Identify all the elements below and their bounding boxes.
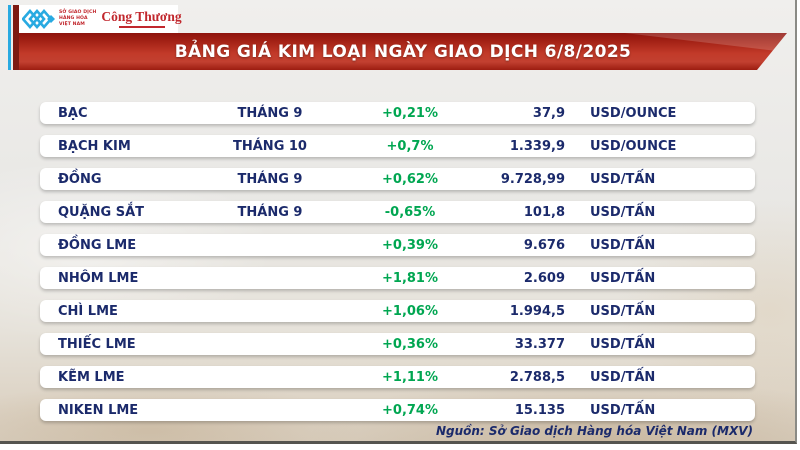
percent-change-cell: +0,62% (382, 171, 438, 187)
price-table: BẠC THÁNG 9 +0,21% 37,9 USD/OUNCE BẠCH K… (40, 102, 755, 432)
price-cell: 9.728,99 (500, 171, 565, 187)
left-accent-stripe-maroon (13, 5, 19, 70)
unit-cell: USD/TẤN (590, 171, 656, 187)
org-line-1: SỞ GIAO DỊCH (59, 10, 97, 16)
percent-change-cell: +0,7% (386, 138, 434, 154)
table-row: NHÔM LME +1,81% 2.609 USD/TẤN (40, 267, 755, 289)
metal-name-cell: BẠC (58, 105, 88, 121)
contract-month-cell: THÁNG 9 (237, 105, 303, 121)
metal-name-cell: NIKEN LME (58, 402, 139, 418)
mxv-org-name: SỞ GIAO DỊCH HÀNG HÓA VIỆT NAM (59, 10, 96, 27)
org-line-2: HÀNG HÓA (59, 16, 88, 22)
price-cell: 15.135 (514, 402, 565, 418)
table-row: CHÌ LME +1,06% 1.994,5 USD/TẤN (40, 300, 755, 322)
percent-change-cell: +0,74% (382, 402, 438, 418)
unit-cell: USD/TẤN (590, 204, 656, 220)
contract-month-cell: THÁNG 9 (237, 204, 303, 220)
percent-change-cell: +1,06% (382, 303, 438, 319)
table-row: BẠC THÁNG 9 +0,21% 37,9 USD/OUNCE (40, 102, 755, 124)
contract-month-cell: THÁNG 9 (237, 171, 303, 187)
title-banner: BẢNG GIÁ KIM LOẠI NGÀY GIAO DỊCH 6/8/202… (19, 33, 787, 70)
unit-cell: USD/TẤN (590, 303, 656, 319)
source-attribution: Nguồn: Sở Giao dịch Hàng hóa Việt Nam (M… (435, 424, 753, 438)
cong-thuong-wordmark: Công Thương (101, 9, 182, 25)
mxv-diamond-chevron-icon (22, 9, 56, 29)
price-cell: 33.377 (514, 336, 565, 352)
percent-change-cell: +0,39% (382, 237, 438, 253)
table-row: NIKEN LME +0,74% 15.135 USD/TẤN (40, 399, 755, 421)
unit-cell: USD/TẤN (590, 369, 656, 385)
contract-month-cell: THÁNG 10 (233, 138, 307, 154)
price-cell: 1.994,5 (509, 303, 565, 319)
price-cell: 2.609 (523, 270, 565, 286)
org-line-3: VIỆT NAM (59, 21, 85, 27)
metal-name-cell: BẠCH KIM (58, 138, 131, 154)
unit-cell: USD/TẤN (590, 237, 656, 253)
left-accent-stripe-cyan (8, 5, 11, 70)
percent-change-cell: +0,36% (382, 336, 438, 352)
price-cell: 37,9 (532, 105, 565, 121)
header-logo-plate: SỞ GIAO DỊCH HÀNG HÓA VIỆT NAM Công Thươ… (19, 5, 182, 33)
unit-cell: USD/OUNCE (590, 138, 677, 154)
unit-cell: USD/TẤN (590, 270, 656, 286)
metal-name-cell: KẼM LME (58, 369, 125, 385)
metal-name-cell: THIẾC LME (58, 336, 136, 352)
table-row: ĐỒNG LME +0,39% 9.676 USD/TẤN (40, 234, 755, 256)
table-row: KẼM LME +1,11% 2.788,5 USD/TẤN (40, 366, 755, 388)
table-row: ĐỒNG THÁNG 9 +0,62% 9.728,99 USD/TẤN (40, 168, 755, 190)
unit-cell: USD/OUNCE (590, 105, 677, 121)
metal-name-cell: QUẶNG SẮT (58, 204, 145, 220)
price-cell: 1.339,9 (509, 138, 565, 154)
percent-change-cell: +1,81% (382, 270, 438, 286)
cong-thuong-underline (118, 25, 165, 28)
metal-name-cell: NHÔM LME (58, 270, 139, 286)
price-cell: 2.788,5 (509, 369, 565, 385)
page-title: BẢNG GIÁ KIM LOẠI NGÀY GIAO DỊCH 6/8/202… (174, 41, 632, 62)
unit-cell: USD/TẤN (590, 402, 656, 418)
unit-cell: USD/TẤN (590, 336, 656, 352)
percent-change-cell: -0,65% (384, 204, 436, 220)
table-row: THIẾC LME +0,36% 33.377 USD/TẤN (40, 333, 755, 355)
price-cell: 9.676 (523, 237, 565, 253)
table-row: QUẶNG SẮT THÁNG 9 -0,65% 101,8 USD/TẤN (40, 201, 755, 223)
cong-thuong-logo: Công Thương (101, 9, 182, 28)
metal-name-cell: ĐỒNG LME (58, 237, 137, 253)
metal-name-cell: ĐỒNG (58, 171, 102, 187)
metal-name-cell: CHÌ LME (58, 303, 118, 319)
percent-change-cell: +0,21% (382, 105, 438, 121)
price-cell: 101,8 (523, 204, 565, 220)
percent-change-cell: +1,11% (382, 369, 438, 385)
table-row: BẠCH KIM THÁNG 10 +0,7% 1.339,9 USD/OUNC… (40, 135, 755, 157)
